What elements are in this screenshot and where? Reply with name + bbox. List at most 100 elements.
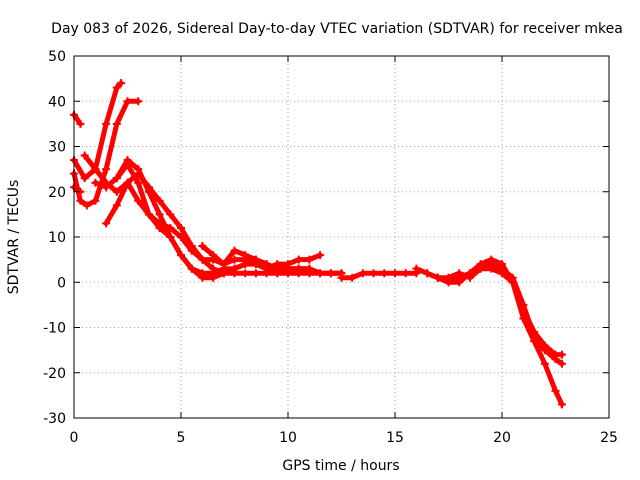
data-point — [76, 196, 85, 205]
data-point — [91, 196, 100, 205]
data-point — [123, 160, 132, 169]
x-tick-label: 15 — [386, 430, 404, 446]
data-point — [80, 151, 89, 160]
data-point — [251, 255, 260, 264]
data-point — [465, 269, 474, 278]
data-point — [412, 264, 421, 273]
series-track-10 — [337, 269, 421, 282]
data-point — [230, 246, 239, 255]
data-point — [262, 260, 271, 269]
y-tick-label: 40 — [48, 94, 66, 110]
data-point — [102, 119, 111, 128]
series-track-12 — [423, 260, 566, 368]
data-point — [134, 196, 143, 205]
data-point — [423, 269, 432, 278]
series-track-9 — [198, 242, 346, 278]
data-point — [251, 269, 260, 278]
data-point — [219, 260, 228, 269]
data-point — [230, 269, 239, 278]
y-axis-label: SDTVAR / TECUs — [6, 180, 22, 295]
data-point — [91, 178, 100, 187]
data-point — [401, 269, 410, 278]
data-point — [123, 178, 132, 187]
data-point — [316, 269, 325, 278]
data-point — [198, 269, 207, 278]
data-point — [273, 269, 282, 278]
data-point — [305, 264, 314, 273]
data-point — [144, 210, 153, 219]
data-point — [487, 264, 496, 273]
series-group — [70, 79, 566, 409]
data-point — [112, 119, 121, 128]
y-tick-label: 20 — [48, 185, 66, 201]
data-point — [112, 83, 121, 92]
data-point — [380, 269, 389, 278]
data-point — [155, 196, 164, 205]
series-line — [424, 261, 565, 367]
data-point — [508, 278, 517, 287]
data-point — [455, 273, 464, 282]
data-point — [166, 223, 175, 232]
y-tick-label: 50 — [48, 49, 66, 65]
data-point — [91, 165, 100, 174]
data-point — [433, 273, 442, 282]
x-axis-label: GPS time / hours — [282, 458, 399, 474]
x-tick-label: 0 — [70, 430, 79, 446]
data-point — [498, 269, 506, 278]
data-point — [551, 386, 560, 395]
x-tick-label: 25 — [600, 430, 618, 446]
y-tick-label: 30 — [48, 140, 66, 156]
data-point — [294, 264, 303, 273]
series-line — [435, 266, 565, 358]
series-track-1 — [70, 110, 85, 128]
data-point — [348, 273, 357, 282]
data-point — [444, 278, 453, 287]
data-point — [305, 255, 314, 264]
data-point — [241, 269, 250, 278]
data-point — [316, 251, 325, 260]
data-point — [102, 183, 111, 192]
data-point — [540, 341, 549, 350]
data-point — [241, 251, 250, 260]
data-point — [82, 201, 91, 210]
data-point — [337, 273, 346, 282]
data-point — [76, 119, 85, 128]
data-point — [123, 97, 132, 106]
y-tick-label: 10 — [48, 230, 66, 246]
series-line — [114, 162, 323, 272]
y-tick-label: 0 — [57, 275, 66, 291]
data-point — [102, 219, 111, 228]
data-point — [358, 269, 367, 278]
data-point — [557, 350, 566, 359]
x-tick-label: 10 — [279, 430, 297, 446]
x-tick-label: 5 — [177, 430, 186, 446]
data-point — [187, 264, 196, 273]
data-point — [80, 174, 89, 183]
data-point — [112, 201, 121, 210]
data-point — [540, 359, 549, 368]
x-tick-label: 20 — [493, 430, 511, 446]
data-point — [369, 269, 378, 278]
data-point — [166, 210, 175, 219]
data-point — [134, 97, 143, 106]
data-point — [284, 264, 292, 273]
data-point — [219, 269, 228, 278]
data-point — [230, 255, 239, 264]
data-point — [112, 187, 121, 196]
data-point — [112, 174, 121, 183]
y-tick-label: -10 — [43, 321, 66, 337]
data-point — [187, 246, 196, 255]
data-point — [209, 251, 218, 260]
data-point — [144, 183, 153, 192]
data-point — [155, 210, 164, 219]
data-point — [102, 165, 111, 174]
data-point — [294, 255, 303, 264]
axis-ticks: 0 5 10 15 20 25 -30 -20 -10 0 10 20 30 40 50 — [43, 49, 618, 446]
grid — [74, 56, 609, 418]
data-point — [391, 269, 399, 278]
y-tick-label: -30 — [43, 411, 66, 427]
data-point — [177, 233, 185, 241]
data-point — [177, 223, 185, 232]
data-point — [166, 233, 175, 241]
